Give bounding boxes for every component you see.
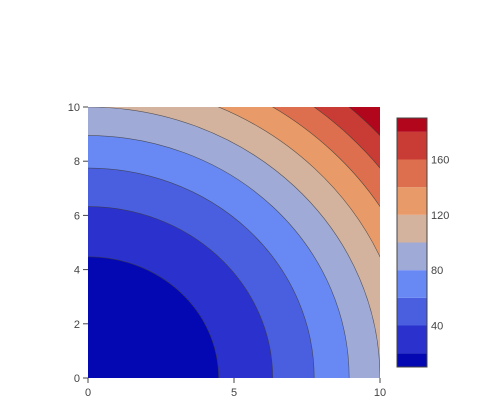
y-tick-label: 8 (74, 156, 80, 168)
y-tick-label: 10 (68, 102, 80, 114)
contour-line (88, 107, 380, 378)
colorbar: 40 80 120 160 (396, 117, 449, 368)
colorbar-segment (397, 159, 427, 188)
colorbar-segment (397, 214, 427, 243)
contour-line (88, 135, 350, 378)
colorbar-segment (397, 131, 427, 160)
colorbar-segment (397, 270, 427, 298)
colorbar-tick-label: 120 (431, 210, 449, 222)
y-tick-label: 4 (74, 265, 80, 277)
x-tick-label: 10 (374, 387, 386, 399)
colorbar-segment (397, 353, 427, 367)
axes: 0 5 10 0 2 4 6 8 10 (68, 102, 386, 399)
colorbar-segment (397, 242, 427, 271)
colorbar-tick-label: 40 (431, 321, 443, 333)
colorbar-outline (396, 117, 428, 368)
y-tick-label: 6 (74, 210, 80, 222)
colorbar-tick-label: 160 (431, 155, 449, 167)
contour-line (348, 107, 380, 137)
colorbar-tick-label: 80 (431, 265, 443, 277)
colorbar-segment (397, 297, 427, 326)
contour-line (313, 107, 380, 169)
colorbar-segment (397, 187, 427, 215)
y-tick-label: 2 (74, 319, 80, 331)
contour-band (88, 256, 219, 378)
y-tick-label: 0 (74, 373, 80, 385)
contour-line (88, 256, 219, 378)
contour-line (272, 107, 380, 208)
contour-line (217, 107, 380, 258)
contour-line (88, 167, 315, 378)
colorbar-segment (397, 325, 427, 354)
colorbar-segment (397, 118, 427, 132)
contour-line (88, 206, 273, 378)
contour-lines (88, 107, 380, 378)
x-tick-label: 5 (231, 387, 237, 399)
x-tick-label: 0 (85, 387, 91, 399)
